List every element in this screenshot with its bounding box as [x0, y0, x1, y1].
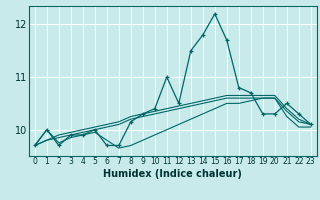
X-axis label: Humidex (Indice chaleur): Humidex (Indice chaleur): [103, 169, 242, 179]
